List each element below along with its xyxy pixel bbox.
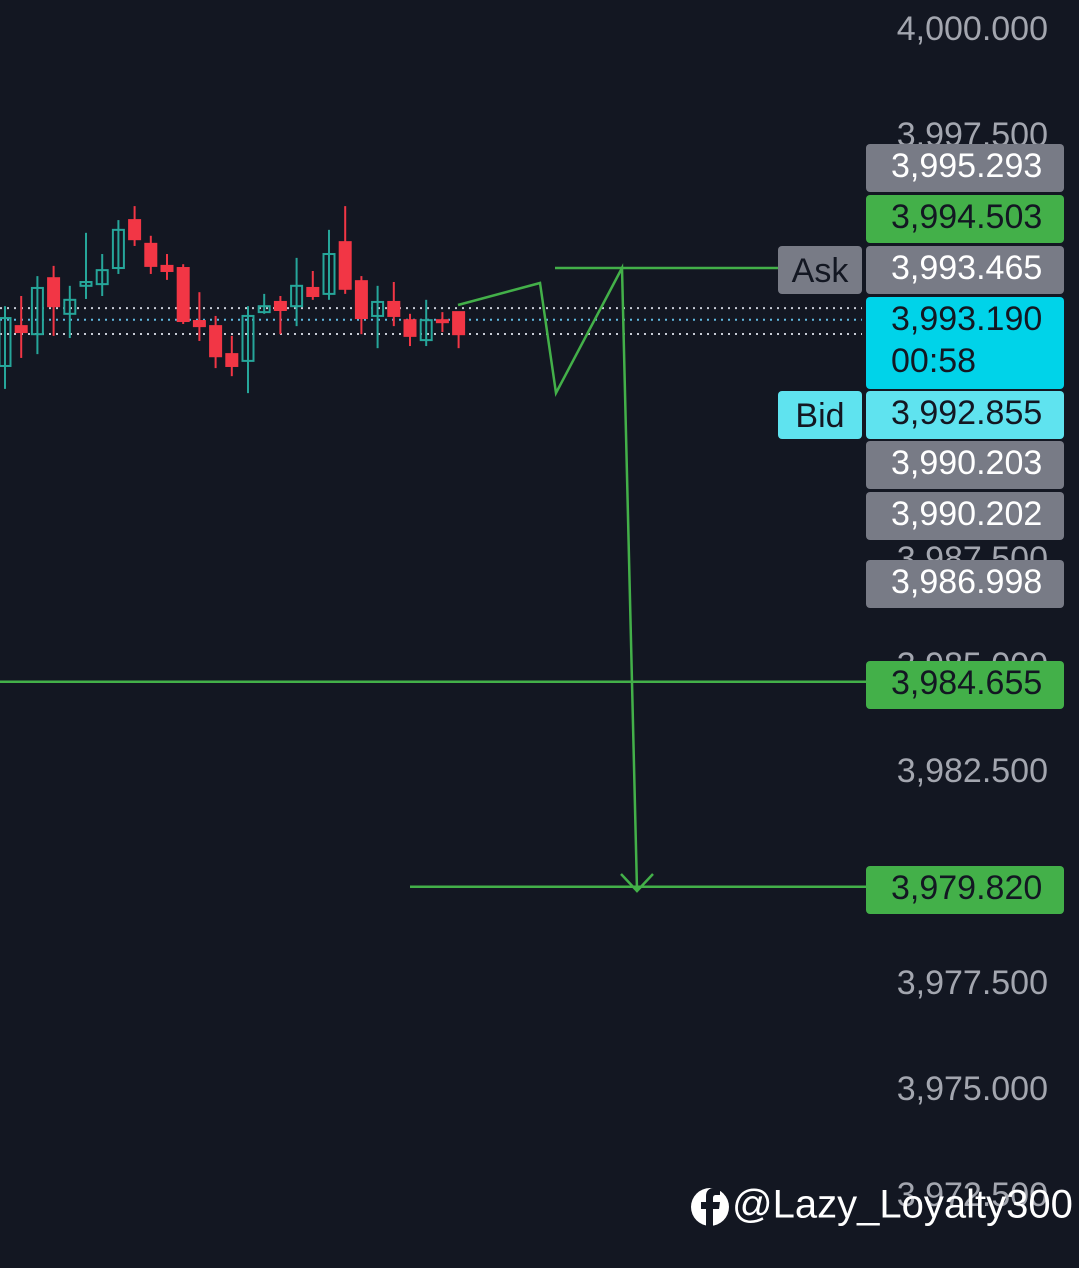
price-tag-label: 3,986.998 — [891, 563, 1042, 601]
quote-name-box — [778, 391, 862, 439]
price-tag — [866, 661, 1064, 709]
candle-body — [0, 317, 12, 367]
price-tag — [866, 441, 1064, 489]
candle-body — [306, 286, 320, 298]
candle-body — [241, 314, 255, 362]
price-tag-label: 3,990.203 — [891, 444, 1042, 482]
projection-path — [457, 263, 639, 891]
price-tag — [866, 560, 1064, 608]
price-tag-label: 3,984.655 — [891, 664, 1042, 702]
price-tag-label: 3,995.293 — [891, 147, 1042, 185]
levels — [0, 307, 866, 889]
price-tag-label: 3,979.820 — [891, 869, 1042, 907]
price-tag — [866, 297, 1064, 389]
candle-body — [225, 353, 239, 367]
price-tag-label: 3,992.855 — [891, 394, 1042, 432]
arrow-head — [620, 873, 654, 893]
price-tag-label: 3,994.503 — [891, 198, 1042, 236]
y-tick-label: 3,972.500 — [897, 1176, 1048, 1214]
candle-body — [160, 264, 174, 272]
candle-body — [452, 311, 466, 336]
price-tag — [866, 866, 1064, 914]
candle-body — [273, 300, 287, 312]
price-tag-label: 3,993.190 — [891, 300, 1042, 338]
watermark: @Lazy_Loyalty300 — [691, 1183, 1073, 1227]
candle-body — [419, 319, 433, 342]
quote-name: Ask — [792, 252, 850, 290]
price-tag — [866, 195, 1064, 243]
quote-name: Bid — [795, 397, 844, 435]
candle-body — [354, 280, 368, 320]
y-axis: 4,000.0003,997.5003,987.5003,985.0003,98… — [897, 10, 1048, 1214]
candle-body — [14, 325, 28, 334]
watermark-text: @Lazy_Loyalty300 — [732, 1183, 1073, 1227]
countdown: 00:58 — [891, 342, 976, 380]
candle-body — [30, 286, 44, 336]
candle-body — [209, 325, 223, 358]
price-tags: 3,995.293 3,994.503 3,993.465 Ask 3,993.190 0… — [778, 144, 1064, 914]
candle-body — [192, 320, 206, 328]
candle-body — [338, 241, 352, 290]
candle-body — [371, 300, 385, 317]
candle-body — [95, 269, 109, 286]
y-tick-label: 3,982.500 — [897, 752, 1048, 790]
candle-body — [79, 281, 93, 287]
candle-body — [387, 300, 401, 317]
candle-body — [322, 253, 336, 295]
facebook-glyph — [701, 1188, 720, 1226]
candle-body — [111, 228, 125, 270]
candle-body — [403, 319, 417, 337]
price-tag-label: 3,993.465 — [891, 249, 1042, 287]
y-tick-label: 3,977.500 — [897, 964, 1048, 1002]
candles — [0, 206, 466, 394]
price-tag — [866, 492, 1064, 540]
candle-body — [176, 267, 190, 323]
price-tag — [866, 246, 1064, 294]
quote-name-box — [778, 246, 862, 294]
price-tag — [866, 391, 1064, 439]
candle-body — [144, 242, 158, 267]
candle-body — [290, 284, 304, 308]
price-tag-label: 3,990.202 — [891, 495, 1042, 533]
y-tick-label: 4,000.000 — [897, 10, 1048, 48]
y-tick-label: 3,975.000 — [897, 1070, 1048, 1108]
candle-body — [63, 298, 77, 315]
candle-body — [257, 305, 271, 314]
candle-body — [435, 319, 449, 324]
price-tag — [866, 144, 1064, 192]
candle-body — [128, 219, 142, 241]
candle-body — [47, 277, 61, 308]
